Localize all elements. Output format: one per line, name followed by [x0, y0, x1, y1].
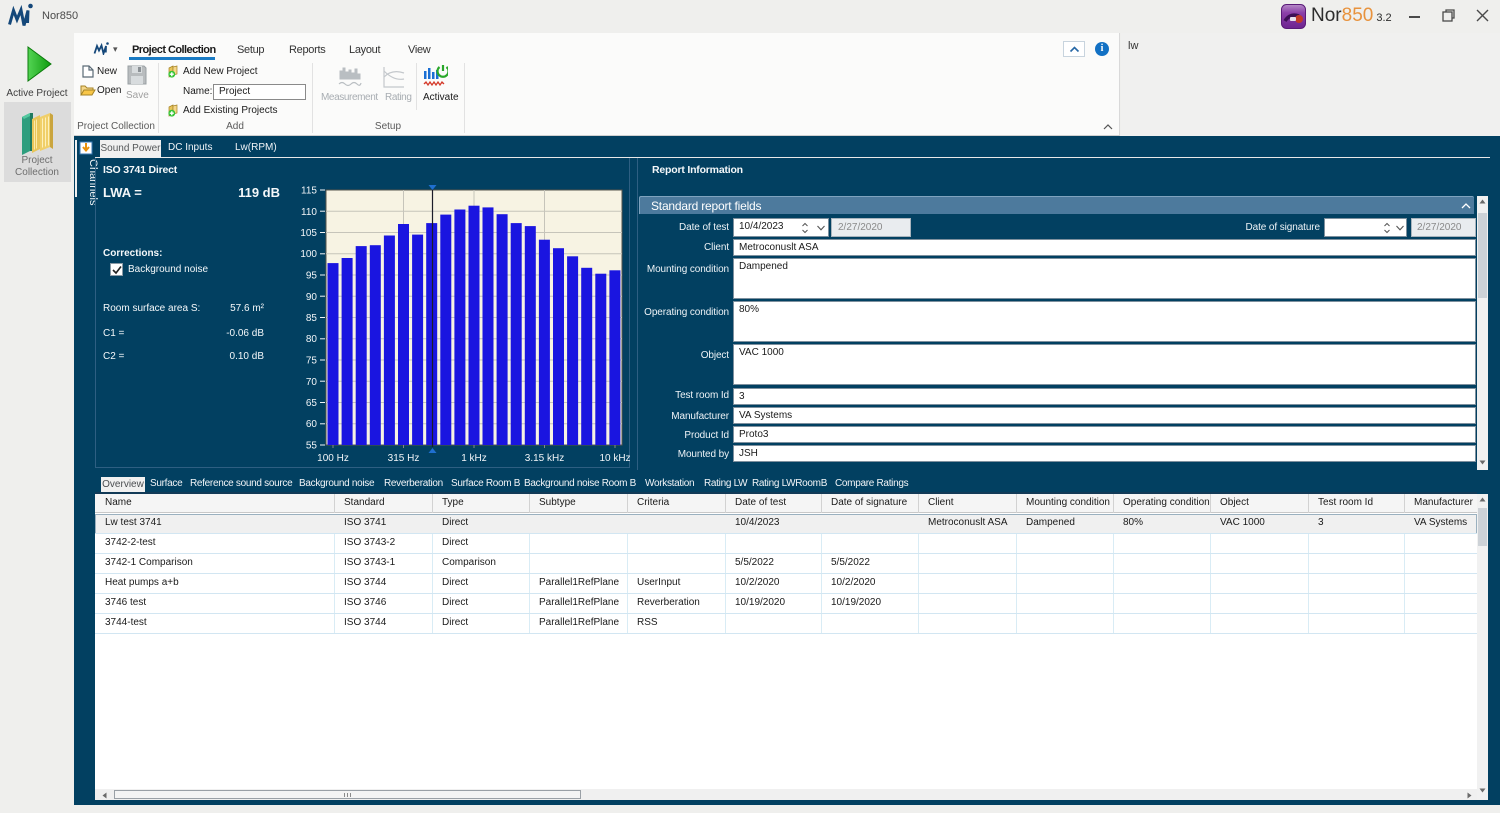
svg-text:315 Hz: 315 Hz	[388, 453, 420, 464]
svg-text:90: 90	[306, 292, 318, 303]
svg-text:100: 100	[300, 249, 317, 260]
svg-text:95: 95	[306, 271, 318, 282]
svg-text:3.15 kHz: 3.15 kHz	[525, 453, 564, 464]
svg-text:75: 75	[306, 356, 318, 367]
svg-text:80: 80	[306, 334, 318, 345]
svg-text:115: 115	[301, 186, 317, 197]
svg-text:1 kHz: 1 kHz	[461, 453, 487, 464]
svg-text:85: 85	[306, 313, 318, 324]
svg-text:60: 60	[306, 419, 318, 430]
svg-text:100 Hz: 100 Hz	[317, 453, 349, 464]
svg-text:105: 105	[300, 228, 317, 239]
svg-text:70: 70	[306, 377, 318, 388]
svg-text:110: 110	[301, 207, 317, 218]
svg-text:55: 55	[306, 441, 318, 452]
svg-text:65: 65	[306, 398, 318, 409]
svg-text:10 kHz: 10 kHz	[599, 453, 630, 464]
